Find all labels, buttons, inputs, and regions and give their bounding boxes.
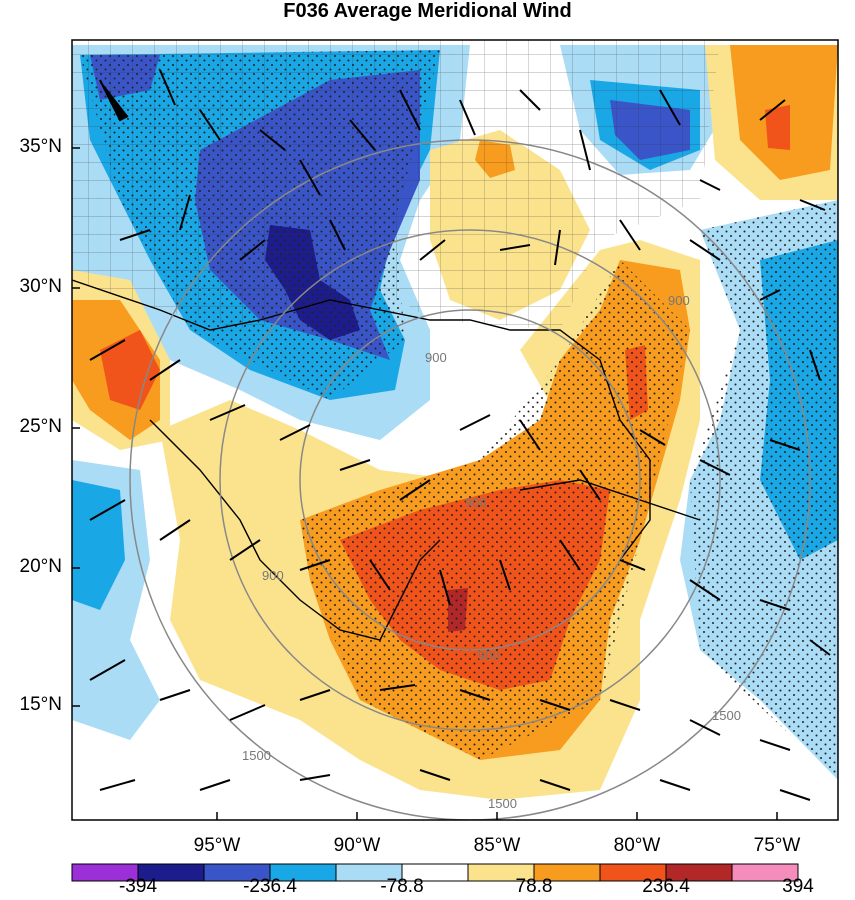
colorbar-label: -236.4	[243, 876, 297, 897]
colorbar-label: -394	[118, 876, 158, 897]
contour-label: 900	[262, 568, 284, 583]
wind-barb-icon	[89, 69, 831, 801]
lon-label: 80°W	[613, 835, 661, 856]
lat-label: 35°N	[19, 136, 62, 157]
contour-label: 900	[668, 293, 690, 308]
lat-label: 15°N	[19, 694, 62, 715]
lon-label: 75°W	[753, 835, 801, 856]
lat-label: 20°N	[19, 556, 62, 577]
lat-label: 30°N	[19, 276, 62, 297]
contour-label: 900	[465, 495, 487, 510]
colorbar	[71, 863, 799, 882]
colorbar-swatch	[731, 863, 799, 882]
pressure-contours	[129, 139, 811, 820]
coastline-cuba	[519, 479, 701, 521]
contour-label: 1500	[712, 708, 741, 723]
axis-ticks	[72, 147, 778, 820]
colorbar-label: 78.8	[515, 876, 553, 897]
lon-label: 90°W	[333, 835, 381, 856]
page-title: F036 Average Meridional Wind	[283, 0, 572, 22]
county-lines	[72, 40, 720, 330]
contour-label: 1500	[488, 796, 517, 811]
contour-label: 900	[478, 648, 500, 663]
colorbar-label: 236.4	[642, 876, 690, 897]
coastline	[72, 279, 651, 561]
contour-label: 900	[425, 350, 447, 365]
significance-stipple-e	[690, 200, 838, 780]
colorbar-label: -78.8	[380, 876, 424, 897]
map-panel: 900 900 900 900 900 1500 1500 1500	[72, 40, 838, 820]
significance-stipple	[300, 260, 690, 760]
negative-wind-medium-region-sw	[72, 480, 125, 610]
lon-label: 95°W	[193, 835, 241, 856]
positive-wind-strong-region-ne	[765, 105, 790, 150]
colorbar-label: 394	[782, 876, 814, 897]
contour-label-group: 900 900 900 900 900 1500 1500 1500	[242, 293, 741, 811]
lon-label: 85°W	[473, 835, 521, 856]
map-frame	[71, 39, 839, 821]
lat-label: 25°N	[19, 416, 62, 437]
positive-wind-strong-region-west	[100, 330, 160, 410]
contour-label: 1500	[242, 748, 271, 763]
